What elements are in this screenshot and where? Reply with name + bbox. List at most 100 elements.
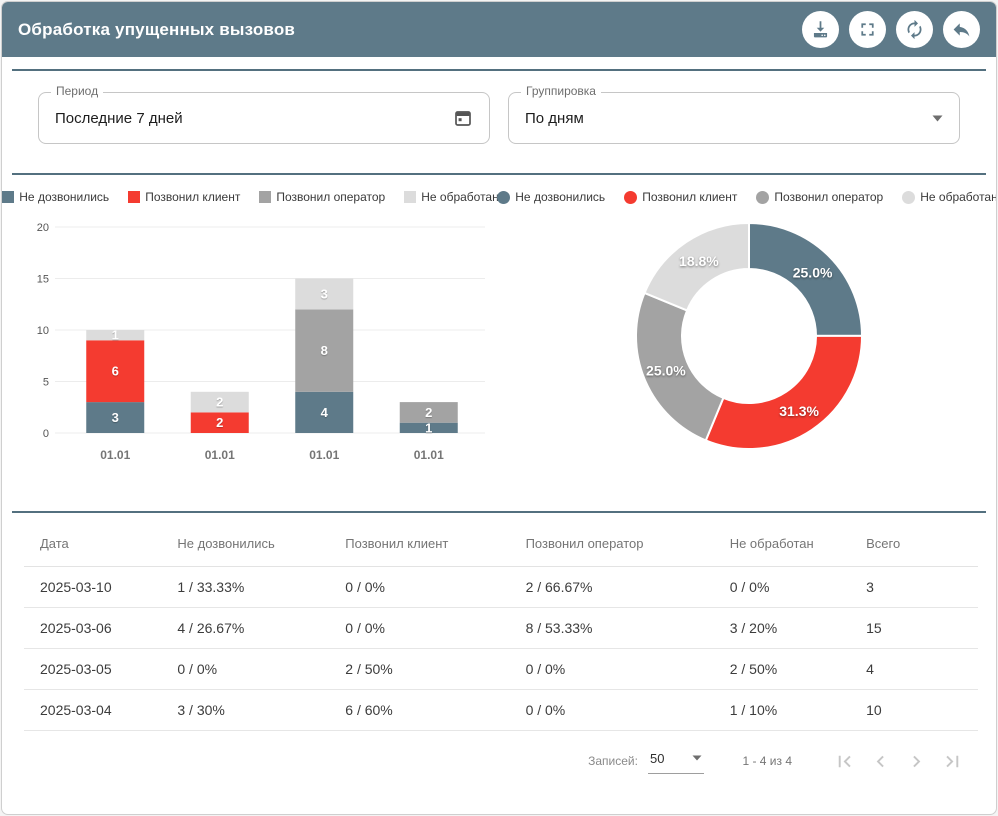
header-actions	[802, 11, 980, 48]
table-cell: 2025-03-06	[24, 607, 162, 649]
svg-text:3: 3	[111, 410, 118, 425]
calendar-icon[interactable]	[453, 108, 473, 128]
last-page-icon	[945, 755, 958, 767]
svg-text:2: 2	[216, 395, 223, 410]
table-cell: 15	[850, 607, 978, 649]
column-header-5: Всего	[850, 521, 978, 567]
table-cell: 1 / 10%	[713, 689, 851, 731]
legend-label: Позвонил клиент	[145, 190, 241, 204]
legend-item-1[interactable]: Позвонил клиент	[624, 190, 737, 204]
legend-item-1[interactable]: Позвонил клиент	[128, 190, 240, 204]
legend-item-3[interactable]: Не обработан	[404, 190, 499, 204]
period-field[interactable]: Период Последние 7 дней	[38, 84, 490, 144]
table-row[interactable]: 2025-03-05 0 / 0% 2 / 50% 0 / 0% 2 / 50% 4	[24, 648, 978, 690]
legend-label: Позвонил оператор	[276, 190, 386, 204]
back-arrow-icon	[953, 23, 970, 37]
svg-text:18.8%: 18.8%	[679, 253, 719, 269]
svg-text:2: 2	[425, 405, 432, 420]
table-cell: 2 / 50%	[329, 648, 510, 690]
first-page-button[interactable]	[830, 747, 858, 775]
legend-label: Не дозвонились	[515, 190, 606, 204]
legend-item-2[interactable]: Позвонил оператор	[259, 190, 385, 204]
grouping-field[interactable]: Группировка По дням	[508, 84, 960, 144]
back-button[interactable]	[943, 11, 980, 48]
table-cell: 0 / 0%	[329, 607, 510, 649]
svg-text:01.01: 01.01	[413, 448, 443, 462]
table-cell: 2025-03-05	[24, 648, 162, 690]
table-cell: 0 / 0%	[509, 648, 714, 690]
legend-label: Не обработан	[421, 190, 499, 204]
table-cell: 1 / 33.33%	[161, 566, 330, 608]
table-cell: 2 / 66.67%	[509, 566, 714, 608]
chevron-down-icon[interactable]	[932, 115, 943, 122]
page-size-select[interactable]: 50	[647, 749, 705, 774]
chevron-right-icon	[912, 755, 920, 767]
grouping-field-label: Группировка	[521, 84, 601, 98]
column-header-2: Позвонил клиент	[329, 521, 510, 567]
svg-text:15: 15	[36, 274, 48, 286]
svg-text:0: 0	[42, 428, 48, 440]
divider	[12, 511, 986, 513]
legend-swatch	[404, 191, 417, 203]
table-cell: 3 / 20%	[713, 607, 851, 649]
table-cell: 6 / 60%	[329, 689, 510, 731]
fullscreen-button[interactable]	[849, 11, 886, 48]
legend-label: Не дозвонились	[19, 190, 110, 204]
pagination-nav	[830, 747, 966, 775]
svg-text:31.3%: 31.3%	[779, 403, 819, 419]
legend-item-2[interactable]: Позвонил оператор	[756, 190, 883, 204]
legend-swatch	[624, 190, 638, 204]
column-header-3: Позвонил оператор	[509, 521, 714, 567]
period-field-value: Последние 7 дней	[55, 109, 183, 127]
table-row[interactable]: 2025-03-10 1 / 33.33% 0 / 0% 2 / 66.67% 0 / …	[24, 566, 978, 608]
svg-text:5: 5	[42, 377, 48, 389]
legend-swatch	[259, 191, 272, 203]
filter-bar: Период Последние 7 дней Группировка По д…	[2, 71, 996, 173]
next-page-button[interactable]	[902, 747, 930, 775]
svg-text:01.01: 01.01	[204, 448, 234, 462]
bar-chart-panel: Не дозвонились Позвонил клиент Позвонил оп…	[2, 175, 499, 511]
svg-text:25.0%: 25.0%	[646, 363, 686, 379]
legend-item-3[interactable]: Не обработан	[902, 190, 996, 204]
chevron-left-icon	[876, 755, 884, 767]
table-row[interactable]: 2025-03-06 4 / 26.67% 0 / 0% 8 / 53.33% 3 / …	[24, 607, 978, 649]
legend-item-0[interactable]: Не дозвонились	[2, 190, 109, 204]
svg-text:4: 4	[320, 405, 328, 420]
table-header-row: Дата Не дозвонились Позвонил клиент Позвони…	[24, 521, 978, 567]
last-page-button[interactable]	[938, 747, 966, 775]
table-row[interactable]: 2025-03-04 3 / 30% 6 / 60% 0 / 0% 1 / 10% 10	[24, 689, 978, 731]
column-header-4: Не обработан	[713, 521, 851, 567]
table-cell: 0 / 0%	[509, 689, 714, 731]
table-cell: 2025-03-04	[24, 689, 162, 731]
legend-swatch	[902, 190, 916, 204]
svg-text:1: 1	[425, 420, 432, 435]
first-page-icon	[838, 755, 851, 767]
legend-swatch	[2, 191, 15, 203]
table-cell: 0 / 0%	[161, 648, 330, 690]
page-size-control: Записей: 50	[588, 749, 705, 774]
donut-chart: 25.0% 31.3% 25.0% 18.8%	[634, 221, 863, 450]
svg-text:8: 8	[320, 343, 327, 358]
svg-text:6: 6	[111, 364, 118, 379]
charts-section: Не дозвонились Позвонил клиент Позвонил оп…	[2, 175, 996, 511]
svg-text:20: 20	[36, 222, 48, 234]
donut-chart-legend: Не дозвонились Позвонил клиент Позвонил оп…	[497, 190, 996, 204]
prev-page-button[interactable]	[866, 747, 894, 775]
svg-text:3: 3	[320, 286, 327, 301]
table-cell: 0 / 0%	[713, 566, 851, 608]
report-table: Дата Не дозвонились Позвонил клиент Позвони…	[24, 521, 978, 731]
refresh-button[interactable]	[896, 11, 933, 48]
legend-label: Позвонил клиент	[642, 190, 738, 204]
legend-item-0[interactable]: Не дозвонились	[497, 190, 605, 204]
legend-label: Позвонил оператор	[774, 190, 884, 204]
legend-swatch	[128, 191, 141, 203]
svg-text:1: 1	[111, 328, 118, 343]
records-label: Записей:	[588, 754, 638, 768]
svg-text:10: 10	[36, 325, 48, 337]
download-button[interactable]	[802, 11, 839, 48]
column-header-1: Не дозвонились	[161, 521, 330, 567]
grouping-field-value: По дням	[525, 109, 584, 127]
chevron-down-icon	[692, 755, 702, 761]
table-cell: 4 / 26.67%	[161, 607, 330, 649]
